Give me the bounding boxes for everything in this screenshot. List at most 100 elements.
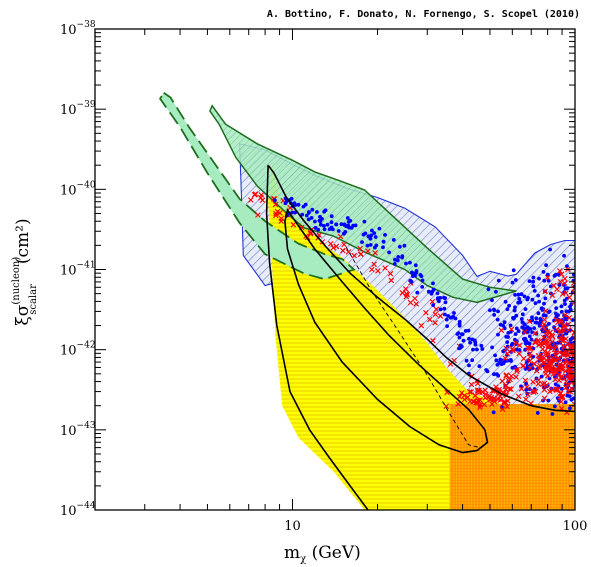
data-point-dot <box>463 329 468 333</box>
data-point-cross <box>552 350 559 356</box>
x-axis-unit: (GeV) <box>306 543 361 563</box>
data-point-cross <box>558 334 564 340</box>
data-point-dot <box>457 322 462 327</box>
data-point-cross <box>542 326 548 333</box>
data-point-cross <box>559 366 566 372</box>
data-point-dot <box>544 263 548 267</box>
data-point-cross <box>456 393 463 400</box>
data-point-dot <box>398 244 402 249</box>
y-axis-unit: (cm²) <box>13 218 33 264</box>
data-point-cross <box>413 301 419 307</box>
data-point-cross <box>471 398 477 405</box>
data-point-dot <box>554 314 559 319</box>
data-point-dot <box>547 376 552 381</box>
data-point-dot <box>329 214 334 219</box>
data-point-cross <box>351 252 357 259</box>
data-point-cross <box>477 389 483 396</box>
data-point-cross <box>371 261 377 268</box>
data-point-cross <box>557 268 563 274</box>
data-point-cross <box>525 391 531 398</box>
data-point-cross <box>327 241 334 247</box>
data-point-dot <box>283 201 288 206</box>
data-point-dot <box>519 292 524 297</box>
data-point-dot <box>393 257 397 262</box>
x-axis-symbol: m <box>284 543 300 563</box>
data-point-dot <box>418 273 423 277</box>
green-dashed-band <box>159 91 356 281</box>
data-point-dot <box>520 320 525 325</box>
data-point-cross <box>555 356 561 362</box>
data-point-cross <box>290 221 297 228</box>
data-point-cross <box>259 197 266 203</box>
data-point-cross <box>427 316 433 323</box>
data-point-cross <box>568 370 574 376</box>
data-point-cross <box>566 294 573 301</box>
data-point-cross <box>565 341 571 347</box>
data-point-cross <box>477 404 483 411</box>
data-point-dot <box>509 359 513 363</box>
x-axis-subscript: χ <box>300 554 306 565</box>
y-tick-exponent: −39 <box>77 100 96 110</box>
data-point-cross <box>558 366 564 372</box>
data-point-dot <box>559 304 564 309</box>
data-point-dot <box>543 296 548 301</box>
data-point-cross <box>337 233 344 240</box>
data-point-dot <box>431 303 436 307</box>
data-point-dot <box>461 338 466 343</box>
data-point-cross <box>404 292 410 298</box>
data-point-cross <box>372 250 378 256</box>
data-point-dot <box>523 347 528 352</box>
data-point-dot <box>420 278 425 283</box>
y-tick-exponent: −44 <box>77 501 96 511</box>
data-point-dot <box>502 320 507 325</box>
data-point-dot <box>445 324 449 328</box>
green-band <box>209 104 517 304</box>
data-point-dot <box>360 240 364 245</box>
data-point-cross <box>503 372 510 378</box>
data-point-dot <box>564 317 569 322</box>
y-tick-base: 10 <box>60 344 77 359</box>
data-point-cross <box>541 387 548 393</box>
data-point-dot <box>334 222 339 227</box>
data-point-dot <box>272 198 277 203</box>
data-point-cross <box>557 329 564 336</box>
data-point-dot <box>374 243 379 248</box>
black-contour-outer <box>267 164 575 413</box>
data-point-dot <box>531 275 536 280</box>
data-point-dot <box>435 291 440 296</box>
data-point-cross <box>563 290 569 296</box>
x-tick-label: 100 <box>563 519 588 534</box>
data-point-cross <box>514 366 520 373</box>
x-axis-title: mχ (GeV) <box>284 543 361 565</box>
y-tick-label: 10−42 <box>60 341 96 359</box>
data-point-cross <box>369 266 375 273</box>
data-point-dot <box>518 300 523 305</box>
data-point-cross <box>563 378 570 385</box>
data-point-cross <box>526 318 533 325</box>
data-point-dot <box>501 323 506 328</box>
data-point-cross <box>498 327 505 334</box>
data-point-dot <box>365 243 370 248</box>
data-point-dot <box>552 274 557 278</box>
data-point-cross <box>432 311 439 318</box>
data-point-cross <box>541 395 548 402</box>
data-point-cross <box>423 309 429 316</box>
data-point-cross <box>522 329 528 335</box>
data-point-cross <box>382 265 388 271</box>
data-point-cross <box>540 334 547 341</box>
data-point-cross <box>491 398 498 405</box>
data-point-dot <box>495 317 500 322</box>
data-point-cross <box>365 248 371 254</box>
data-point-dot <box>496 278 501 283</box>
data-point-dot <box>348 218 353 223</box>
data-point-cross <box>488 394 495 401</box>
y-tick-label: 10−38 <box>60 20 96 38</box>
data-point-cross <box>482 395 489 401</box>
data-point-cross <box>330 245 337 251</box>
data-point-dot <box>513 278 518 282</box>
y-tick-label: 10−40 <box>60 180 96 198</box>
data-point-dot <box>536 311 541 316</box>
y-tick-exponent: −43 <box>77 421 96 431</box>
data-point-cross <box>514 368 520 375</box>
